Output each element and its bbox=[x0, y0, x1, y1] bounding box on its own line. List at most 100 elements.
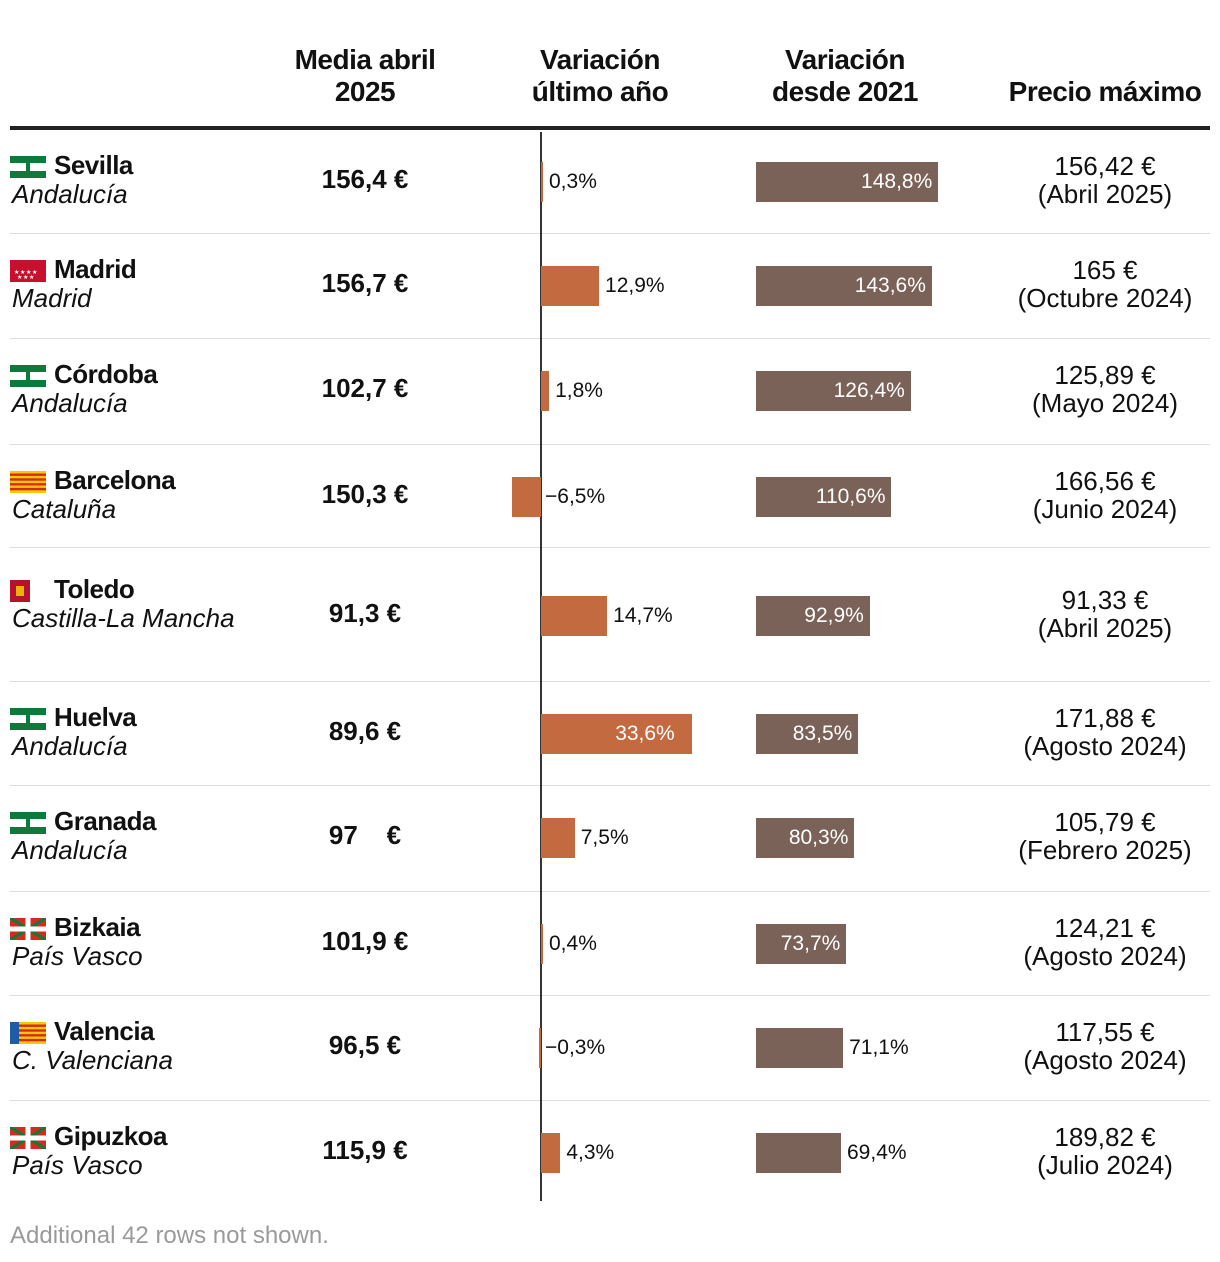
precio-value: 156,42 € bbox=[1054, 151, 1156, 181]
precio-value: 165 € bbox=[1072, 255, 1138, 285]
precio-value: 171,88 € bbox=[1054, 703, 1156, 733]
region-name: Andalucía bbox=[12, 835, 128, 865]
var-2021-bar bbox=[756, 1028, 844, 1068]
precio-maximo-cell: 156,42 € (Abril 2025) bbox=[1000, 152, 1210, 208]
var-ultimo-bar bbox=[539, 1028, 541, 1068]
var-2021-bar bbox=[756, 1133, 841, 1173]
region-name: País Vasco bbox=[12, 1150, 143, 1180]
city-name: Valencia bbox=[54, 1016, 155, 1046]
data-table: Sevilla Andalucía 156,4 €0,3% 148,8% 156,42 … bbox=[9, 130, 1210, 1201]
var-2021-bar bbox=[756, 924, 847, 964]
zero-axis-line bbox=[540, 996, 542, 1102]
var-2021-bar bbox=[756, 266, 932, 306]
city-name: Barcelona bbox=[54, 465, 176, 495]
precio-date: (Abril 2025) bbox=[1037, 613, 1173, 643]
region-name: Castilla-La Mancha bbox=[12, 603, 235, 633]
region-name: C. Valenciana bbox=[12, 1045, 173, 1075]
precio-maximo-cell: 125,89 € (Mayo 2024) bbox=[1000, 361, 1210, 417]
svg-text:★: ★ bbox=[23, 274, 28, 281]
table-row: Granada Andalucía 97 € 7,5% 80,3% 105,79 € (Fe… bbox=[10, 786, 1210, 893]
var-2021-bar bbox=[756, 714, 859, 754]
precio-maximo-cell: 105,79 € (Febrero 2025) bbox=[1000, 808, 1210, 864]
var-ultimo-label: 0,4% bbox=[549, 932, 597, 955]
precio-value: 124,21 € bbox=[1054, 913, 1156, 943]
svg-text:★: ★ bbox=[17, 274, 22, 281]
valencia-flag-icon bbox=[10, 1022, 46, 1044]
var-ultimo-bar bbox=[511, 477, 541, 517]
var-2021-label: 73,7% bbox=[780, 932, 841, 955]
precio-date: (Mayo 2024) bbox=[1032, 388, 1178, 418]
precio-date: (Abril 2025) bbox=[1037, 179, 1173, 209]
precio-value: 117,55 € bbox=[1055, 1017, 1155, 1047]
table-row: Gipuzkoa País Vasco 115,9 € 4,3% 69,4% 189,82… bbox=[9, 1101, 1210, 1201]
city-name: Bizkaia bbox=[54, 912, 141, 942]
city-name: Huelva bbox=[54, 702, 137, 732]
var-2021-label: 69,4% bbox=[847, 1141, 907, 1164]
table-row: Valencia C. Valenciana 96,5 € −0,3% 71,1% 117… bbox=[10, 996, 1210, 1102]
precio-value: 91,33 € bbox=[1061, 585, 1149, 615]
var-2021-label: 83,5% bbox=[792, 722, 853, 745]
precio-value: 125,89 € bbox=[1054, 360, 1156, 390]
pais-vasco-flag-icon bbox=[9, 1125, 47, 1151]
precio-date: (Julio 2024) bbox=[1037, 1150, 1173, 1180]
var-ultimo-bar bbox=[541, 162, 543, 202]
var-ultimo-label: −0,3% bbox=[545, 1036, 606, 1059]
var-2021-label: 80,3% bbox=[788, 826, 849, 849]
var-2021-bar bbox=[756, 162, 939, 202]
var-ultimo-label: 14,7% bbox=[613, 604, 673, 627]
var-ultimo-label: 33,6% bbox=[615, 722, 675, 745]
region-name: Madrid bbox=[12, 283, 92, 313]
media-value: 156,7 € bbox=[321, 268, 409, 298]
var-2021-label: 126,4% bbox=[833, 379, 905, 402]
precio-maximo-cell: 117,55 € (Agosto 2024) bbox=[1000, 1018, 1210, 1074]
header-rule bbox=[10, 126, 1210, 130]
andalucia-flag-icon bbox=[10, 365, 46, 387]
precio-maximo-cell: 189,82 € (Julio 2024) bbox=[1000, 1123, 1210, 1179]
var-ultimo-bar bbox=[541, 924, 543, 964]
var-ultimo-label: 1,8% bbox=[555, 379, 603, 402]
var-ultimo-bar bbox=[541, 714, 693, 754]
precio-date: (Agosto 2024) bbox=[1023, 941, 1187, 971]
precio-maximo-cell: 124,21 € (Agosto 2024) bbox=[1000, 914, 1210, 970]
header-precio: Precio máximo bbox=[1008, 76, 1202, 107]
var-ultimo-label: 7,5% bbox=[580, 826, 629, 849]
precio-maximo-cell: 165 € (Octubre 2024) bbox=[1000, 256, 1210, 312]
svg-text:★: ★ bbox=[14, 269, 19, 276]
media-value: 150,3 € bbox=[321, 479, 409, 509]
footer-note: Additional 42 rows not shown. bbox=[10, 1222, 329, 1249]
table-header: Media abril 2025 Variación último año Va… bbox=[10, 40, 1210, 126]
precio-value: 105,79 € bbox=[1054, 807, 1156, 837]
cataluna-flag-icon bbox=[10, 471, 46, 493]
region-name: Andalucía bbox=[12, 179, 128, 209]
castilla-la-mancha-flag-icon bbox=[10, 580, 46, 602]
precio-maximo-cell: 91,33 € (Abril 2025) bbox=[1000, 586, 1210, 642]
precio-date: (Junio 2024) bbox=[1032, 494, 1178, 524]
region-name: Andalucía bbox=[12, 388, 128, 418]
media-value: 91,3 € bbox=[328, 598, 402, 628]
svg-text:★: ★ bbox=[26, 269, 31, 276]
header-media: Media abril 2025 bbox=[294, 44, 436, 107]
var-ultimo-bar bbox=[541, 266, 600, 306]
andalucia-flag-icon bbox=[10, 708, 46, 730]
header-var-ultimo: Variación último año bbox=[531, 44, 669, 107]
precio-date: (Octubre 2024) bbox=[1017, 283, 1193, 313]
table-row: Toledo Castilla-La Mancha 91,3 € 14,7% 92,9%… bbox=[10, 548, 1210, 683]
var-ultimo-label: 4,3% bbox=[566, 1141, 615, 1164]
var-ultimo-label: −6,5% bbox=[545, 485, 606, 508]
andalucia-flag-icon bbox=[10, 156, 46, 178]
var-ultimo-label: 0,3% bbox=[549, 170, 597, 193]
var-2021-bar bbox=[756, 371, 911, 411]
madrid-flag-icon: ★ ★ ★ ★ ★ ★ ★ bbox=[10, 260, 46, 282]
table-row: Bizkaia País Vasco 101,9 € 0,4% 73,7% 124,21 … bbox=[9, 892, 1210, 997]
andalucia-flag-icon bbox=[10, 812, 46, 834]
media-value: 89,6 € bbox=[328, 716, 402, 746]
var-ultimo-bar bbox=[541, 371, 550, 411]
city-name: Córdoba bbox=[54, 359, 158, 389]
media-value: 156,4 € bbox=[321, 164, 409, 194]
media-value: 97 € bbox=[328, 820, 402, 850]
table-row: Córdoba Andalucía 102,7 € 1,8% 126,4% 125,89 … bbox=[10, 339, 1210, 446]
svg-text:★: ★ bbox=[32, 269, 37, 276]
zero-axis-line bbox=[540, 445, 542, 549]
var-ultimo-bar bbox=[541, 1133, 561, 1173]
city-name: Gipuzkoa bbox=[54, 1121, 168, 1151]
